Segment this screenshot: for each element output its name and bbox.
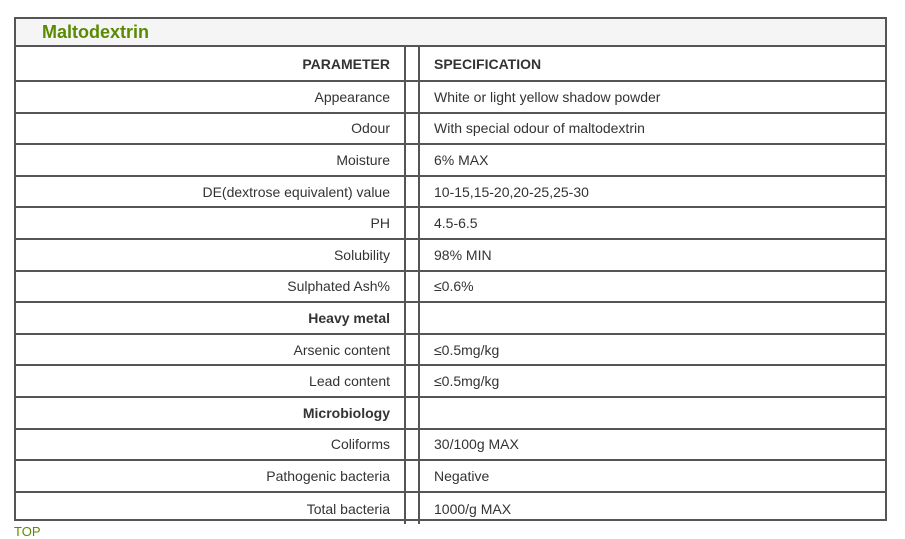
column-gap: [406, 47, 420, 80]
specification-cell: With special odour of maltodextrin: [434, 120, 645, 137]
column-gap: [406, 429, 420, 460]
table-row: Solubility 98% MIN: [16, 239, 885, 272]
table-row: Appearance White or light yellow shadow p…: [16, 82, 885, 114]
column-gap: [406, 113, 420, 144]
parameter-cell: Total bacteria: [16, 492, 406, 525]
table-title-bar: Maltodextrin: [16, 19, 885, 47]
table-row: DE(dextrose equivalent) value 10-15,15-20…: [16, 176, 885, 209]
column-gap: [406, 334, 420, 365]
column-gap: [406, 208, 420, 238]
specification-cell: Negative: [434, 467, 490, 484]
table-title: Maltodextrin: [42, 22, 150, 42]
table-row: Lead content ≤0.5mg/kg: [16, 366, 885, 398]
parameter-cell: Solubility: [16, 239, 406, 270]
column-gap: [406, 176, 420, 207]
column-gap: [406, 239, 420, 270]
header-specification: SPECIFICATION: [434, 55, 542, 72]
parameter-cell: Pathogenic bacteria: [16, 461, 406, 491]
parameter-cell: PH: [16, 208, 406, 238]
specification-cell: ≤0.6%: [434, 278, 474, 295]
parameter-cell: Heavy metal: [16, 303, 406, 333]
column-gap: [406, 397, 420, 428]
parameter-cell: Arsenic content: [16, 334, 406, 365]
column-gap: [406, 303, 420, 333]
table-row: Moisture 6% MAX: [16, 145, 885, 177]
parameter-cell: Odour: [16, 113, 406, 144]
specification-cell: 1000/g MAX: [434, 500, 512, 517]
specification-cell: ≤0.5mg/kg: [434, 341, 500, 358]
parameter-cell: Microbiology: [16, 397, 406, 428]
table-row: Total bacteria 1000/g MAX: [16, 492, 885, 525]
header-row: PARAMETER SPECIFICATION: [16, 47, 885, 82]
table-row: Pathogenic bacteria Negative: [16, 461, 885, 493]
table-row: PH 4.5-6.5: [16, 208, 885, 240]
parameter-cell: Lead content: [16, 366, 406, 396]
section-row: Heavy metal: [16, 303, 885, 335]
parameter-cell: Coliforms: [16, 429, 406, 460]
table-row: Arsenic content ≤0.5mg/kg: [16, 334, 885, 367]
parameter-cell: Moisture: [16, 145, 406, 175]
table-row: Coliforms 30/100g MAX: [16, 429, 885, 462]
column-gap: [406, 145, 420, 175]
column-gap: [406, 461, 420, 491]
specification-cell: 4.5-6.5: [434, 215, 478, 232]
specification-cell: [420, 303, 885, 333]
specification-cell: ≤0.5mg/kg: [434, 373, 500, 390]
specification-cell: 10-15,15-20,20-25,25-30: [434, 183, 589, 200]
column-gap: [406, 492, 420, 525]
parameter-cell: Appearance: [16, 82, 406, 112]
column-gap: [406, 82, 420, 112]
specification-cell: 6% MAX: [434, 151, 489, 168]
parameter-cell: DE(dextrose equivalent) value: [16, 176, 406, 207]
top-link[interactable]: TOP: [14, 524, 41, 539]
section-row: Microbiology: [16, 397, 885, 430]
parameter-cell: Sulphated Ash%: [16, 271, 406, 302]
specification-cell: 30/100g MAX: [434, 436, 519, 453]
table-row: Odour With special odour of maltodextrin: [16, 113, 885, 146]
spec-table: Maltodextrin PARAMETER SPECIFICATION App…: [14, 17, 887, 525]
column-gap: [406, 366, 420, 396]
table-row: Sulphated Ash% ≤0.6%: [16, 271, 885, 304]
specification-cell: White or light yellow shadow powder: [434, 88, 661, 105]
column-gap: [406, 271, 420, 302]
specification-cell: [420, 398, 885, 428]
specification-cell: 98% MIN: [434, 246, 492, 263]
header-parameter: PARAMETER: [16, 47, 406, 80]
